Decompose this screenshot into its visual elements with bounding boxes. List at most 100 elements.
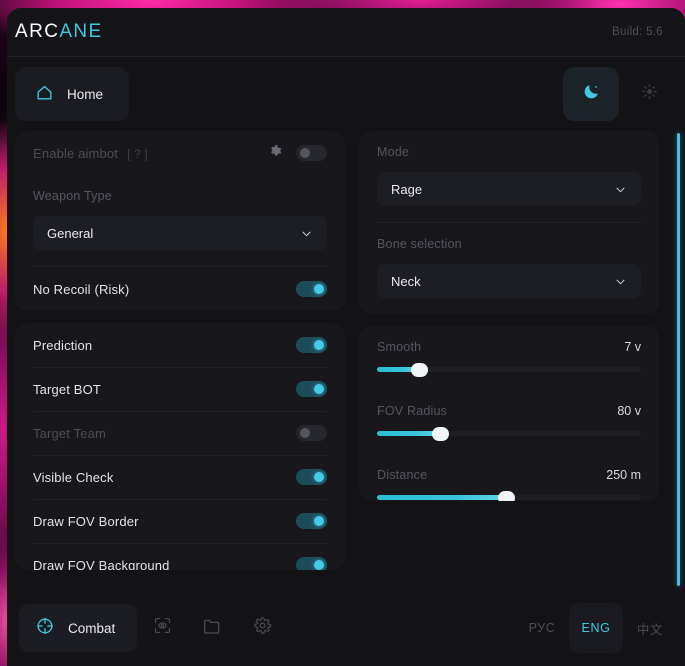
app-logo: ARCANE bbox=[15, 21, 103, 43]
app-window: ARCANE Build: 5.6 Home bbox=[7, 8, 685, 666]
chevron-down-icon bbox=[616, 187, 625, 192]
slider-fov-radius-value: 80 v bbox=[617, 404, 641, 418]
nav-button-home[interactable]: Home bbox=[15, 67, 130, 121]
divider bbox=[33, 266, 327, 267]
weapon-type-select[interactable]: General bbox=[33, 216, 327, 250]
left-column: Enable aimbot [ ? ] Weapon Type bbox=[15, 131, 345, 590]
build-version-label: Build: 5.6 bbox=[612, 26, 663, 38]
brand-text-accent: ANE bbox=[59, 21, 103, 42]
slider-distance: Distance 250 m bbox=[359, 454, 659, 501]
language-button-chs[interactable]: 中文 bbox=[636, 622, 664, 637]
bottom-bar: Combat bbox=[7, 590, 685, 666]
slider-smooth-head: Smooth 7 v bbox=[377, 340, 641, 354]
no-recoil-label: No Recoil (Risk) bbox=[33, 281, 130, 297]
weapon-type-value: General bbox=[47, 225, 94, 241]
language-button-rus[interactable]: РУС bbox=[528, 621, 556, 635]
target-bot-toggle[interactable] bbox=[296, 381, 327, 397]
folder-icon bbox=[202, 616, 222, 641]
aimbot-toggles-card: Prediction Target BOT Target Team Visibl… bbox=[15, 323, 345, 570]
slider-smooth-track[interactable] bbox=[377, 362, 641, 377]
title-bar: ARCANE Build: 5.6 bbox=[7, 8, 685, 57]
bone-selection-label: Bone selection bbox=[377, 237, 462, 251]
slider-fov-radius-track[interactable] bbox=[377, 426, 641, 441]
sun-icon bbox=[641, 83, 658, 105]
theme-dark-button[interactable] bbox=[563, 67, 619, 121]
slider-smooth-value: 7 v bbox=[624, 340, 641, 354]
enable-aimbot-label: Enable aimbot bbox=[33, 145, 119, 161]
row-visible-check: Visible Check bbox=[15, 455, 345, 499]
row-no-recoil: No Recoil (Risk) bbox=[15, 267, 345, 311]
mode-label: Mode bbox=[377, 145, 410, 159]
row-target-bot: Target BOT bbox=[15, 367, 345, 411]
target-bot-label: Target BOT bbox=[33, 381, 101, 397]
sliders-card: Smooth 7 v FOV Radius 80 v bbox=[359, 326, 659, 501]
tab-combat[interactable]: Combat bbox=[19, 604, 138, 652]
mode-field: Mode Rage bbox=[359, 131, 659, 222]
gear-icon[interactable] bbox=[268, 144, 282, 163]
row-enable-aimbot: Enable aimbot [ ? ] bbox=[15, 131, 345, 175]
slider-distance-label: Distance bbox=[377, 468, 428, 482]
row-draw-fov-background: Draw FOV Background bbox=[15, 543, 345, 570]
enable-aimbot-toggle[interactable] bbox=[296, 145, 327, 161]
enable-aimbot-help-hint[interactable]: [ ? ] bbox=[127, 146, 148, 161]
row-draw-fov-border: Draw FOV Border bbox=[15, 499, 345, 543]
enable-aimbot-controls bbox=[268, 144, 327, 163]
target-team-label: Target Team bbox=[33, 425, 106, 441]
draw-fov-border-label: Draw FOV Border bbox=[33, 513, 139, 529]
gear-icon bbox=[253, 616, 272, 640]
slider-distance-track[interactable] bbox=[377, 490, 641, 501]
moon-icon bbox=[582, 82, 601, 106]
language-switcher: РУС ENG 中文 bbox=[515, 603, 677, 653]
mode-value: Rage bbox=[391, 181, 423, 197]
slider-fov-radius-head: FOV Radius 80 v bbox=[377, 404, 641, 418]
slider-fov-radius-handle[interactable] bbox=[432, 426, 450, 441]
mode-card: Mode Rage Bone selection Neck bbox=[359, 131, 659, 314]
slider-distance-handle[interactable] bbox=[498, 490, 516, 501]
tab-combat-label: Combat bbox=[68, 620, 116, 636]
theme-toggle-group bbox=[563, 67, 677, 121]
right-column: Mode Rage Bone selection Neck bbox=[359, 131, 659, 590]
prediction-toggle[interactable] bbox=[296, 337, 327, 353]
prediction-label: Prediction bbox=[33, 337, 93, 353]
no-recoil-toggle[interactable] bbox=[296, 281, 327, 297]
slider-fov-radius: FOV Radius 80 v bbox=[359, 390, 659, 454]
vertical-scrollbar[interactable] bbox=[677, 133, 680, 586]
bone-selection-field: Bone selection Neck bbox=[359, 223, 659, 314]
draw-fov-background-toggle[interactable] bbox=[296, 557, 327, 570]
crosshair-icon bbox=[35, 616, 55, 641]
tab-visuals[interactable] bbox=[137, 604, 187, 652]
chevron-down-icon bbox=[616, 279, 625, 284]
language-button-eng[interactable]: ENG bbox=[569, 603, 623, 653]
visible-check-label: Visible Check bbox=[33, 469, 114, 485]
mode-select[interactable]: Rage bbox=[377, 172, 641, 206]
chevron-down-icon bbox=[302, 231, 311, 236]
tab-configs[interactable] bbox=[187, 604, 237, 652]
enable-aimbot-label-group: Enable aimbot [ ? ] bbox=[33, 146, 148, 161]
slider-distance-value: 250 m bbox=[606, 468, 641, 482]
theme-light-button[interactable] bbox=[621, 67, 677, 121]
weapon-type-label: Weapon Type bbox=[33, 189, 112, 203]
slider-smooth: Smooth 7 v bbox=[359, 326, 659, 390]
tab-settings[interactable] bbox=[237, 604, 287, 652]
content-area: Enable aimbot [ ? ] Weapon Type bbox=[7, 131, 685, 590]
bone-selection-value: Neck bbox=[391, 273, 421, 289]
draw-fov-border-toggle[interactable] bbox=[296, 513, 327, 529]
nav-bar: Home bbox=[7, 57, 685, 131]
bottom-tab-group: Combat bbox=[15, 601, 292, 655]
aimbot-settings-card: Enable aimbot [ ? ] Weapon Type bbox=[15, 131, 345, 311]
draw-fov-background-label: Draw FOV Background bbox=[33, 557, 170, 571]
bone-selection-select[interactable]: Neck bbox=[377, 264, 641, 298]
slider-smooth-handle[interactable] bbox=[411, 362, 429, 377]
slider-fov-radius-label: FOV Radius bbox=[377, 404, 448, 418]
slider-fov-radius-fill bbox=[377, 431, 441, 436]
slider-distance-fill bbox=[377, 495, 507, 500]
row-prediction: Prediction bbox=[15, 323, 345, 367]
nav-left-group: Home bbox=[15, 67, 130, 121]
divider bbox=[377, 222, 641, 223]
visible-check-toggle[interactable] bbox=[296, 469, 327, 485]
target-team-toggle[interactable] bbox=[296, 425, 327, 441]
row-target-team: Target Team bbox=[15, 411, 345, 455]
home-icon bbox=[35, 83, 54, 105]
eye-scan-icon bbox=[153, 616, 172, 640]
brand-text-primary: ARC bbox=[15, 21, 60, 42]
